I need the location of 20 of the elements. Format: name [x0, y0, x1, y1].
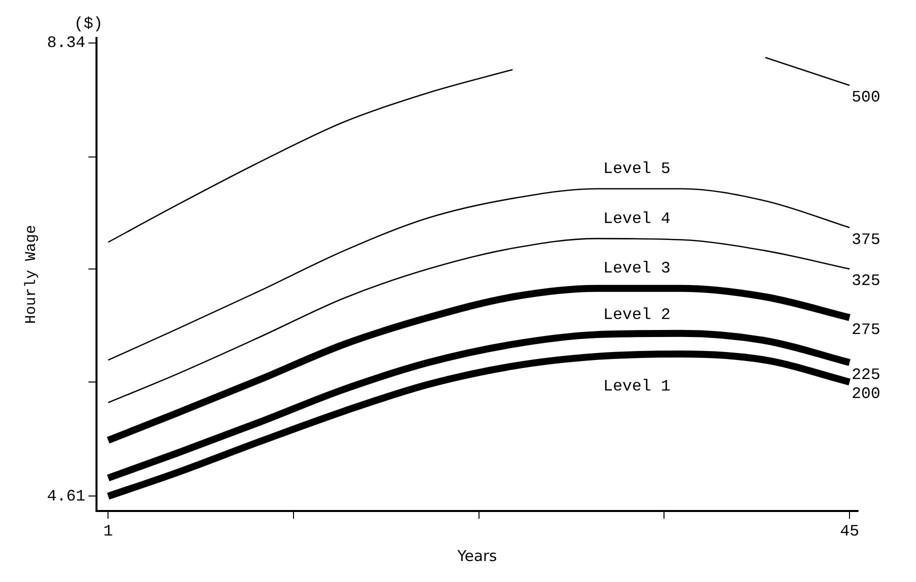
annotation: Level 4	[603, 210, 670, 228]
x-axis-title: Years	[456, 546, 498, 565]
series-label: 275	[852, 320, 880, 339]
series-label: 225	[852, 366, 880, 384]
y-tick-label: 4.61	[47, 487, 86, 506]
x-tick-label: 45	[840, 522, 860, 541]
annotation: Level 2	[603, 306, 670, 324]
series-label: 500	[852, 88, 880, 107]
annotation: Level 5	[603, 160, 670, 178]
x-tick-label: 1	[103, 522, 114, 541]
annotation: Level 3	[603, 260, 670, 278]
series-label: 325	[852, 272, 880, 290]
y-axis-title: Hourly Wage	[22, 224, 40, 324]
line-series	[108, 238, 850, 404]
series-label: 200	[852, 385, 880, 404]
annotation: Level 1	[603, 378, 670, 396]
text: ($)	[74, 15, 103, 34]
y-tick-label: 8.34	[47, 34, 86, 52]
line-series	[108, 188, 850, 361]
series-label: 375	[852, 230, 880, 249]
